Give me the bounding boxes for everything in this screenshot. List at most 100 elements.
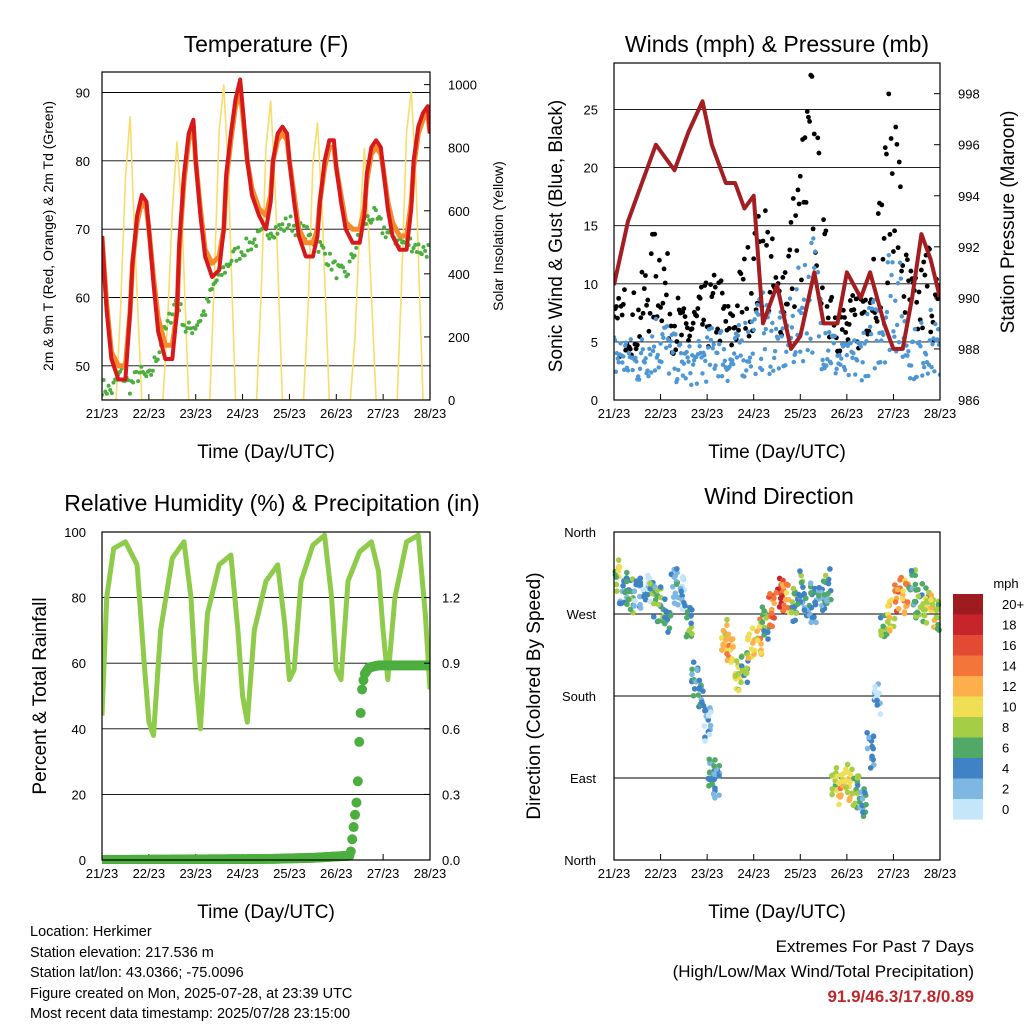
wind-point: [744, 368, 749, 373]
gust-point: [902, 310, 908, 315]
wind-point: [892, 334, 897, 339]
wind-point: [658, 341, 663, 346]
wind-point: [858, 344, 864, 349]
x-tick-label: 21/23: [86, 406, 119, 421]
wind-point: [655, 352, 660, 358]
dewpoint-point: [280, 222, 285, 227]
dewpoint-point: [308, 232, 313, 237]
wind-point: [686, 359, 691, 364]
wind-point: [626, 351, 632, 356]
gust-point: [643, 273, 648, 278]
wind-point: [680, 373, 686, 378]
direction-point: [768, 610, 775, 617]
wind-point: [871, 297, 877, 303]
direction-point: [854, 782, 861, 788]
y-right-tick-label: 200: [448, 330, 470, 345]
gust-point: [694, 313, 700, 319]
wind-point: [711, 342, 716, 347]
elevation-text: Station elevation: 217.536 m: [30, 944, 214, 961]
wind-point: [783, 363, 788, 368]
wind-point: [812, 249, 818, 254]
wind-point: [878, 359, 883, 365]
gust-point: [786, 253, 792, 259]
dewpoint-point: [149, 372, 154, 377]
gust-point: [821, 217, 826, 223]
gust-point: [735, 303, 740, 309]
direction-point: [613, 581, 620, 588]
direction-point: [711, 771, 717, 777]
dewpoint-point: [409, 249, 414, 254]
legend-title: mph: [993, 576, 1018, 591]
wind-point: [633, 355, 638, 361]
gust-point: [811, 131, 817, 137]
gust-point: [767, 289, 773, 295]
direction-point: [613, 588, 620, 594]
gust-point: [634, 342, 640, 348]
direction-point: [695, 692, 702, 698]
wind-point: [883, 315, 889, 320]
wind-point: [684, 349, 689, 355]
direction-point: [712, 785, 718, 792]
chart-title: Wind Direction: [704, 483, 854, 509]
direction-point: [689, 671, 695, 678]
wind-point: [925, 371, 931, 376]
x-tick-label: 28/23: [414, 866, 447, 881]
direction-point: [836, 793, 842, 799]
gust-point: [742, 256, 747, 262]
dewpoint-point: [273, 225, 278, 230]
dewpoint-point: [285, 226, 290, 231]
y-axis-label: 2m & 9m T (Red, Orange) & 2m Td (Green): [40, 101, 56, 371]
direction-point: [711, 776, 718, 783]
direction-point: [793, 610, 800, 616]
speed-legend: mph 20+ 18 16 14 12 10 8 6 4 2 0: [953, 576, 1024, 820]
direction-point: [849, 766, 855, 773]
wind-point: [820, 357, 825, 363]
direction-point: [724, 616, 730, 623]
wind-point: [860, 360, 865, 365]
direction-point: [696, 677, 703, 684]
wind-point: [769, 328, 774, 334]
gust-point: [916, 289, 922, 295]
y-tick-label: 60: [76, 291, 90, 306]
gust-point: [680, 309, 686, 315]
direction-point: [618, 600, 624, 607]
gust-point: [788, 219, 794, 225]
wind-point: [618, 341, 623, 346]
dewpoint-point: [168, 320, 173, 325]
wind-point: [872, 366, 877, 371]
dewpoint-point: [341, 265, 346, 270]
direction-point: [794, 601, 801, 607]
wind-point: [831, 340, 837, 346]
gust-point: [631, 290, 637, 296]
wind-point: [921, 360, 926, 366]
wind-point: [826, 348, 831, 353]
gust-point: [823, 228, 829, 234]
direction-point: [915, 593, 922, 600]
direction-point: [684, 614, 690, 621]
direction-point: [788, 609, 795, 616]
wind-point: [759, 367, 765, 373]
direction-point: [929, 601, 936, 607]
gust-point: [648, 251, 654, 257]
wind-point: [700, 371, 705, 376]
axes-frame: [101, 71, 431, 401]
wind-point: [720, 362, 726, 367]
wind-point: [638, 350, 644, 356]
y-right-tick-label: 990: [958, 291, 980, 306]
gust-point: [825, 315, 831, 321]
dewpoint-point: [267, 236, 272, 241]
y-tick-label: 20: [72, 787, 86, 802]
dewpoint-point: [237, 256, 242, 261]
wind-point: [852, 338, 857, 343]
winds-chart: 21/23 22/23 23/23 24/23 25/23 26/23 27/23 28/23…: [546, 31, 1019, 463]
dewpoint-point: [277, 223, 282, 228]
wind-point: [823, 331, 828, 336]
y-right-tick-label: 0.0: [442, 853, 460, 868]
y-right-tick-label: 600: [448, 204, 470, 219]
direction-point: [843, 784, 850, 791]
direction-point: [707, 722, 714, 729]
direction-point: [847, 778, 853, 785]
dewpoint-point: [136, 379, 141, 384]
wind-point: [639, 337, 645, 342]
dewpoint-point: [416, 242, 421, 247]
